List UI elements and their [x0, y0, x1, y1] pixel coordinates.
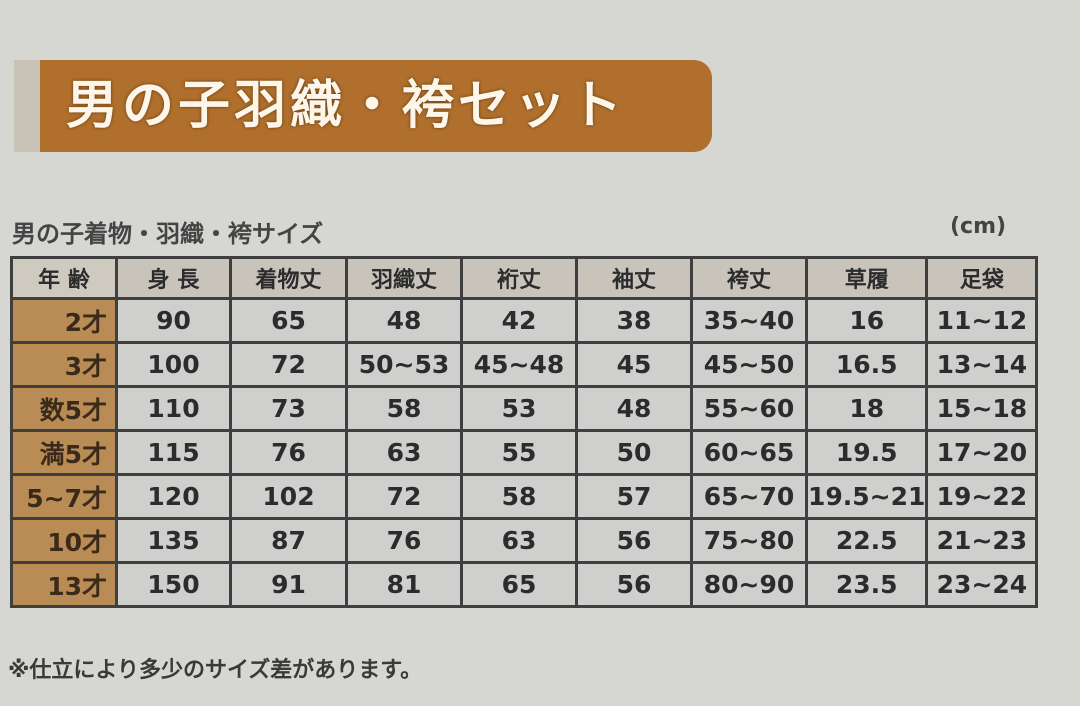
- table-cell: 80~90: [690, 561, 808, 608]
- table-cell: 16: [804, 297, 929, 344]
- table-cell: 72: [345, 473, 463, 520]
- column-header: 足袋: [925, 256, 1039, 300]
- unit-label: (cm): [950, 214, 1007, 239]
- table-cell: 65: [229, 297, 348, 344]
- table-cell: 45~50: [690, 341, 808, 388]
- table-cell: 65~70: [690, 473, 808, 520]
- table-cell: 90: [115, 297, 232, 344]
- table-cell: 63: [345, 429, 463, 476]
- age-cell: 3才: [10, 341, 118, 388]
- table-cell: 45~48: [460, 341, 578, 388]
- table-cell: 38: [575, 297, 693, 344]
- table-cell: 50: [575, 429, 693, 476]
- table-cell: 56: [575, 517, 693, 564]
- table-cell: 120: [115, 473, 232, 520]
- table-cell: 22.5: [804, 517, 929, 564]
- table-cell: 55: [460, 429, 578, 476]
- table-cell: 87: [229, 517, 348, 564]
- column-header: 羽織丈: [345, 256, 463, 300]
- table-cell: 50~53: [345, 341, 463, 388]
- table-cell: 56: [575, 561, 693, 608]
- table-row: 2才 90 65 48 42 38 35~40 16 11~12: [10, 297, 1039, 344]
- age-cell: 2才: [10, 297, 118, 344]
- table-cell: 16.5: [804, 341, 929, 388]
- table-cell: 76: [229, 429, 348, 476]
- table-cell: 55~60: [690, 385, 808, 432]
- table-cell: 19~22: [925, 473, 1039, 520]
- title-banner: 男の子羽織・袴セット: [40, 60, 712, 152]
- table-cell: 100: [115, 341, 232, 388]
- table-row: 満5才 115 76 63 55 50 60~65 19.5 17~20: [10, 429, 1039, 476]
- column-header: 裄丈: [460, 256, 578, 300]
- table-cell: 58: [345, 385, 463, 432]
- footnote: ※仕立により多少のサイズ差があります。: [8, 658, 423, 683]
- column-header: 年 齢: [10, 256, 118, 300]
- header-row: 年 齢身 長着物丈 羽織丈 裄丈 袖丈 袴丈 草履 足袋: [10, 256, 1039, 300]
- table-cell: 91: [229, 561, 348, 608]
- table-cell: 76: [345, 517, 463, 564]
- table-cell: 57: [575, 473, 693, 520]
- table-cell: 75~80: [690, 517, 808, 564]
- table-cell: 19.5: [804, 429, 929, 476]
- column-header: 袴丈: [690, 256, 808, 300]
- table-cell: 60~65: [690, 429, 808, 476]
- table-cell: 23.5: [804, 561, 929, 608]
- age-cell: 13才: [10, 561, 118, 608]
- table-cell: 73: [229, 385, 348, 432]
- size-table: 年 齢身 長着物丈 羽織丈 裄丈 袖丈 袴丈 草履 足袋 2才 90 65 48 42 38 35~40…: [10, 256, 1039, 608]
- age-cell: 数5才: [10, 385, 118, 432]
- column-header: 着物丈: [229, 256, 348, 300]
- age-cell: 5~7才: [10, 473, 118, 520]
- table-cell: 63: [460, 517, 578, 564]
- table-cell: 150: [115, 561, 232, 608]
- column-header: 袖丈: [575, 256, 693, 300]
- table-row: 5~7才 120 102 72 58 57 65~70 19.5~21 19~22: [10, 473, 1039, 520]
- table-cell: 115: [115, 429, 232, 476]
- table-cell: 135: [115, 517, 232, 564]
- table-cell: 18: [804, 385, 929, 432]
- table-cell: 110: [115, 385, 232, 432]
- table-cell: 65: [460, 561, 578, 608]
- table-cell: 58: [460, 473, 578, 520]
- table-row: 10才 135 87 76 63 56 75~80 22.5 21~23: [10, 517, 1039, 564]
- table-cell: 23~24: [925, 561, 1039, 608]
- table-cell: 53: [460, 385, 578, 432]
- table-cell: 72: [229, 341, 348, 388]
- table-caption: 男の子着物・羽織・袴サイズ: [12, 220, 324, 248]
- column-header: 身 長: [115, 256, 232, 300]
- age-cell: 10才: [10, 517, 118, 564]
- age-cell: 満5才: [10, 429, 118, 476]
- column-header: 草履: [804, 256, 929, 300]
- table-cell: 42: [460, 297, 578, 344]
- page-title: 男の子羽織・袴セット: [66, 76, 627, 136]
- table-cell: 102: [229, 473, 348, 520]
- table-cell: 17~20: [925, 429, 1039, 476]
- table-cell: 19.5~21: [804, 473, 929, 520]
- table-row: 13才 150 91 81 65 56 80~90 23.5 23~24: [10, 561, 1039, 608]
- table-row: 3才 100 72 50~53 45~48 45 45~50 16.5 13~14: [10, 341, 1039, 388]
- table-row: 数5才 110 73 58 53 48 55~60 18 15~18: [10, 385, 1039, 432]
- table-cell: 48: [575, 385, 693, 432]
- table-cell: 15~18: [925, 385, 1039, 432]
- table-cell: 13~14: [925, 341, 1039, 388]
- table-cell: 45: [575, 341, 693, 388]
- table-cell: 35~40: [690, 297, 808, 344]
- table-cell: 48: [345, 297, 463, 344]
- table-cell: 81: [345, 561, 463, 608]
- table-cell: 11~12: [925, 297, 1039, 344]
- table-cell: 21~23: [925, 517, 1039, 564]
